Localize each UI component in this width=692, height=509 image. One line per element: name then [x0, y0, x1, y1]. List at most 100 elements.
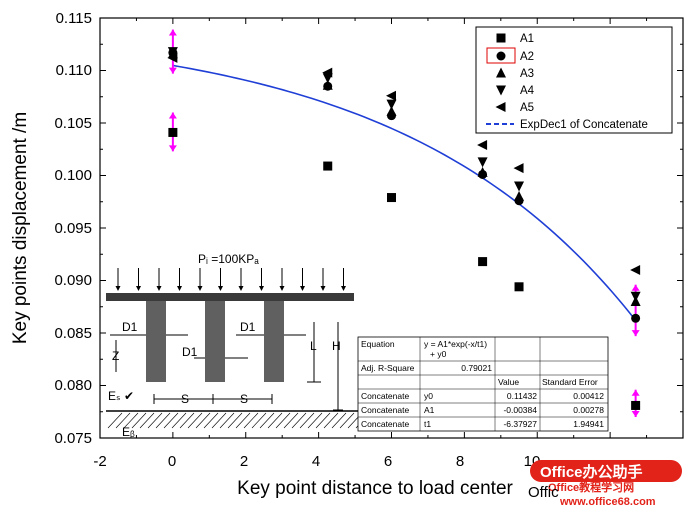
inset-d1-mid-label: D1: [182, 345, 198, 359]
data-point-a5: [477, 140, 488, 151]
hatch-line: [115, 412, 131, 429]
x-tick-label: 2: [240, 453, 248, 470]
watermark-line3: www.office68.com: [559, 496, 656, 508]
hatch-line: [139, 412, 155, 429]
hatch-line: [243, 412, 259, 429]
fit-table-cell: Concatenate: [361, 419, 409, 429]
inset-s1-label: S: [181, 392, 189, 406]
hatch-line: [203, 412, 219, 429]
inset-l-label: L: [310, 339, 317, 353]
hatch-line: [155, 412, 171, 429]
legend-symbols: [495, 33, 506, 112]
inset-h-label: H: [332, 339, 341, 353]
fit-table-cell: 0.00412: [573, 391, 604, 401]
y-tick-label: 0.095: [54, 220, 92, 237]
load-arrow-head: [259, 286, 264, 291]
hatch-line: [251, 412, 267, 429]
inset-d1-right-label: D1: [240, 320, 256, 334]
inset-s2-label: S: [240, 392, 248, 406]
hatch-line: [291, 412, 307, 429]
data-markers: [167, 47, 641, 410]
y-tick-label: 0.080: [54, 377, 92, 394]
inset-check-label: ✔: [124, 389, 134, 403]
inset-load-label: Pᵢ =100KPₐ: [198, 252, 259, 266]
legend-item-fit: ExpDec1 of Concatenate: [520, 119, 648, 131]
legend-symbol-a1: [496, 33, 506, 43]
inset-pile: [146, 301, 166, 382]
hatch-line: [195, 412, 211, 429]
fit-table-header-se: Standard Error: [542, 377, 598, 387]
inset-es-label: Eₛ: [108, 389, 120, 403]
inset-hatching: [107, 412, 371, 429]
hatch-line: [227, 412, 243, 429]
load-arrow-head: [177, 286, 182, 291]
load-arrow-head: [320, 286, 326, 291]
y-tick-label: 0.115: [56, 10, 92, 27]
hatch-line: [275, 412, 291, 429]
x-tick-label: 4: [312, 453, 320, 470]
legend-item-a4: A4: [520, 85, 535, 97]
y-tick-label: 0.100: [54, 167, 92, 184]
data-point-a3: [514, 191, 525, 201]
load-arrow-head: [238, 286, 244, 291]
error-bar-cap: [168, 145, 177, 152]
fit-table-cell: 1.94941: [573, 419, 604, 429]
data-point-a4: [386, 99, 397, 110]
fit-table-cell: y0: [424, 391, 433, 401]
inset-cap-beam: [106, 293, 354, 301]
x-tick-label: -2: [93, 453, 106, 470]
x-tick-label: 8: [456, 453, 464, 470]
legend-symbol-a2: [496, 51, 506, 61]
x-tick-label: 6: [384, 453, 392, 470]
legend-item-a3: A3: [520, 68, 534, 80]
load-arrow-head: [218, 286, 223, 291]
legend-symbol-a5: [495, 102, 506, 112]
data-point-a1: [323, 161, 333, 171]
x-axis-title: Key point distance to load center: [237, 478, 513, 499]
hatch-line: [171, 412, 187, 429]
fit-table-cell: A1: [424, 405, 435, 415]
hatch-line: [163, 412, 179, 429]
fit-table-cell: t1: [424, 419, 431, 429]
load-arrow-head: [197, 286, 203, 291]
error-bar-cap: [631, 284, 640, 291]
hatch-line: [331, 412, 347, 429]
fit-table-cell: -6.37927: [503, 419, 537, 429]
hatch-line: [147, 412, 163, 429]
error-bar-cap: [168, 29, 177, 36]
data-point-a5: [167, 52, 178, 63]
fit-table-r2-label: Adj. R-Square: [361, 363, 415, 373]
error-bar-cap: [168, 112, 177, 119]
load-arrow-head: [156, 286, 162, 291]
load-arrow-head: [300, 286, 305, 291]
error-bar-cap: [631, 411, 640, 417]
load-arrow-head: [279, 286, 285, 291]
data-point-a4: [630, 291, 641, 302]
legend-item-a5: A5: [520, 102, 534, 114]
inset-z-label: Z: [112, 349, 119, 363]
y-tick-label: 0.090: [54, 272, 92, 289]
data-point-a1: [631, 400, 641, 410]
fit-table-header-value: Value: [498, 377, 519, 387]
data-point-a2: [631, 313, 641, 323]
data-point-a1: [387, 193, 396, 203]
data-point-a5: [630, 265, 641, 275]
data-point-a4: [477, 157, 488, 168]
hatch-line: [283, 412, 299, 429]
data-point-a5: [386, 90, 396, 101]
data-point-a3: [477, 166, 488, 177]
hatch-line: [107, 412, 123, 429]
hatch-line: [259, 412, 275, 429]
hatch-line: [187, 412, 203, 429]
y-tick-label: 0.110: [56, 62, 92, 79]
fit-table-cell: 0.00278: [573, 405, 604, 415]
hatch-line: [131, 412, 147, 429]
hatch-line: [179, 412, 195, 429]
fit-table-r2-value: 0.79021: [461, 363, 492, 373]
fit-table: Equation y = A1*exp(-x/t1) + y0 Adj. R-S…: [357, 336, 609, 432]
hatch-line: [219, 412, 235, 429]
hatch-line: [267, 412, 283, 429]
fit-table-equation: y = A1*exp(-x/t1): [424, 339, 487, 349]
data-point-a4: [514, 181, 525, 192]
data-point-a5: [322, 67, 333, 78]
